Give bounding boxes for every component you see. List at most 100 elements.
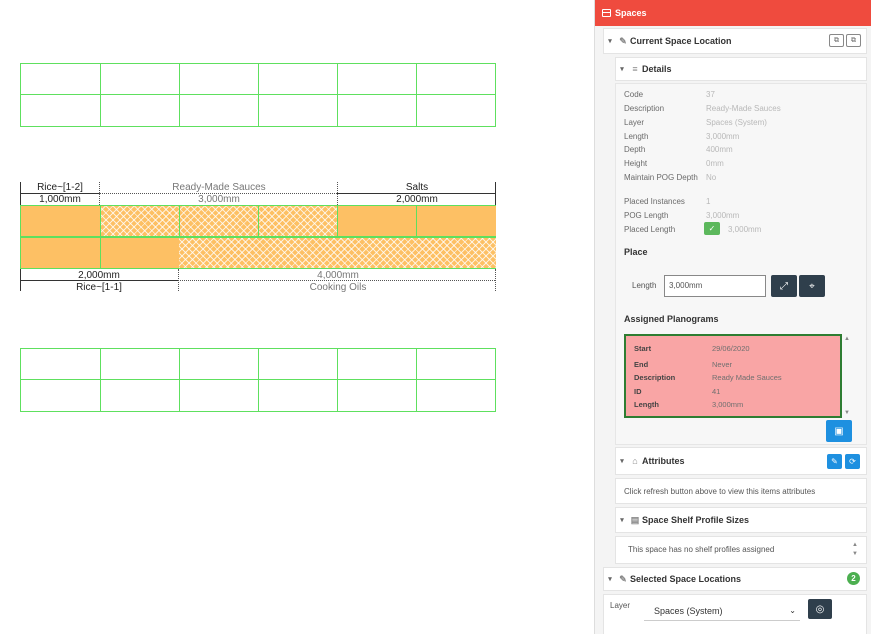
empty-bay-top[interactable] bbox=[20, 63, 496, 127]
assigned-value: Ready Made Sauces bbox=[712, 373, 782, 382]
section-title: Details bbox=[642, 64, 672, 74]
image-remove-icon[interactable]: ⧉ bbox=[846, 34, 861, 47]
shelf-profile-message: This space has no shelf profiles assigne… bbox=[628, 545, 775, 554]
empty-bay-bottom[interactable] bbox=[20, 348, 496, 412]
refresh-icon: ⟳ bbox=[849, 457, 856, 466]
assigned-value: 41 bbox=[712, 387, 721, 396]
collapse-caret-icon[interactable]: ▾ bbox=[620, 66, 624, 73]
product-salts[interactable] bbox=[338, 206, 496, 236]
assigned-label: End bbox=[634, 360, 649, 369]
chevron-down-icon: ⌄ bbox=[789, 606, 796, 615]
assigned-label: Description bbox=[634, 373, 676, 382]
target-icon: ◎ bbox=[815, 603, 825, 615]
detail-label: Depth bbox=[624, 145, 646, 154]
place-tool-button[interactable]: ⌖ bbox=[799, 275, 825, 297]
detail-label: Height bbox=[624, 159, 648, 168]
edit-attributes-button[interactable]: ✎ bbox=[827, 454, 842, 469]
assigned-value: Never bbox=[712, 360, 733, 369]
layer-box: Layer Spaces (System) ⌄ ◎ bbox=[603, 594, 867, 634]
length-rice-upper: 1,000mm bbox=[39, 194, 81, 205]
detail-value: Ready-Made Sauces bbox=[706, 104, 781, 113]
spaces-icon bbox=[602, 9, 611, 17]
document-icon: ▤ bbox=[630, 514, 640, 525]
scroll-up-icon[interactable]: ▲ bbox=[844, 336, 850, 342]
detail-value: 1 bbox=[706, 197, 711, 206]
details-section[interactable]: ▾ ≡ Details bbox=[615, 57, 867, 81]
place-title: Place bbox=[624, 247, 648, 257]
resize-icon: ⤢ bbox=[780, 280, 788, 292]
assigned-value: 3,000mm bbox=[712, 400, 744, 409]
current-space-location-section[interactable]: ▾ ✎ Current Space Location ⧉ ⧉ bbox=[603, 28, 867, 54]
shelf-upper[interactable] bbox=[20, 205, 496, 237]
detail-label: Maintain POG Depth bbox=[624, 173, 698, 182]
collapse-caret-icon[interactable]: ▾ bbox=[608, 576, 612, 583]
planogram-bay[interactable]: Rice~[1-2] Ready-Made Sauces Salts 1,000… bbox=[20, 180, 496, 295]
list-icon: ≡ bbox=[632, 64, 638, 74]
collapse-caret-icon[interactable]: ▾ bbox=[620, 458, 624, 465]
shelf-profile-section[interactable]: ▾ ▤ Space Shelf Profile Sizes bbox=[615, 507, 867, 533]
section-title: Current Space Location bbox=[630, 36, 732, 46]
attributes-section[interactable]: ▾ ⌂ Attributes ✎ ⟳ bbox=[615, 447, 867, 475]
detail-value: 3,000mm bbox=[706, 211, 740, 220]
resize-button[interactable]: ⤢ bbox=[771, 275, 797, 297]
layer-label: Layer bbox=[610, 601, 631, 610]
scroll-down-icon[interactable]: ▼ bbox=[844, 410, 850, 416]
panel-header: Spaces bbox=[595, 0, 871, 26]
detail-label: POG Length bbox=[624, 211, 669, 220]
detail-label: Description bbox=[624, 104, 665, 113]
planogram-image-button[interactable]: ▣ bbox=[826, 420, 852, 442]
length-label: Length bbox=[632, 281, 657, 290]
detail-label: Placed Instances bbox=[624, 197, 685, 206]
assigned-label: Start bbox=[634, 344, 652, 353]
shelf-profile-message-box: This space has no shelf profiles assigne… bbox=[615, 536, 867, 564]
placed-check-icon: ✓ bbox=[704, 222, 720, 235]
space-label-salts: Salts bbox=[405, 182, 429, 193]
assigned-value: 29/06/2020 bbox=[712, 344, 750, 353]
product-ready-made-sauces[interactable] bbox=[100, 206, 338, 236]
space-label-ready-made: Ready-Made Sauces bbox=[172, 182, 266, 193]
attributes-message-box: Click refresh button above to view this … bbox=[615, 478, 867, 504]
length-ready-made: 3,000mm bbox=[198, 194, 240, 205]
detail-value: 0mm bbox=[706, 159, 724, 168]
assigned-label: ID bbox=[634, 387, 642, 396]
stepper-icon[interactable]: ▲ ▼ bbox=[852, 542, 858, 557]
collapse-caret-icon[interactable]: ▾ bbox=[608, 38, 612, 45]
tag-icon: ⌂ bbox=[632, 456, 638, 466]
assigned-planograms-title: Assigned Planograms bbox=[624, 314, 719, 324]
details-body: Code 37 Description Ready-Made Sauces La… bbox=[615, 83, 867, 445]
detail-value: 3,000mm bbox=[728, 225, 762, 234]
shelf-lower[interactable] bbox=[20, 237, 496, 269]
pencil-icon: ✎ bbox=[619, 573, 627, 584]
image-icon: ▣ bbox=[834, 425, 844, 437]
detail-label: Length bbox=[624, 132, 649, 141]
detail-label: Code bbox=[624, 90, 644, 99]
planogram-canvas[interactable]: Rice~[1-2] Ready-Made Sauces Salts 1,000… bbox=[0, 0, 590, 634]
panel-title: Spaces bbox=[615, 8, 647, 18]
detail-value: 400mm bbox=[706, 145, 733, 154]
length-cooking-oils: 4,000mm bbox=[317, 270, 359, 281]
product-cooking-oils[interactable] bbox=[179, 238, 496, 268]
spaces-panel: Spaces ▾ ✎ Current Space Location ⧉ ⧉ ▾ … bbox=[594, 0, 871, 634]
selected-space-locations-section[interactable]: ▾ ✎ Selected Space Locations 2 bbox=[603, 567, 867, 591]
selected-count-badge: 2 bbox=[847, 572, 860, 585]
space-label-cooking-oils: Cooking Oils bbox=[309, 282, 367, 293]
product-rice-upper[interactable] bbox=[21, 206, 100, 236]
pencil-icon: ✎ bbox=[619, 35, 627, 46]
section-title: Space Shelf Profile Sizes bbox=[642, 515, 750, 525]
image-edit-icon[interactable]: ⧉ bbox=[829, 34, 844, 47]
edit-icon: ✎ bbox=[831, 457, 838, 466]
refresh-attributes-button[interactable]: ⟳ bbox=[845, 454, 860, 469]
length-rice-lower: 2,000mm bbox=[78, 270, 120, 281]
length-input[interactable]: 3,000mm bbox=[664, 275, 766, 297]
detail-label: Layer bbox=[624, 118, 645, 127]
section-title: Selected Space Locations bbox=[630, 574, 742, 584]
detail-label: Placed Length bbox=[624, 225, 676, 234]
layer-settings-button[interactable]: ◎ bbox=[808, 599, 832, 619]
layer-select[interactable]: Spaces (System) ⌄ bbox=[644, 601, 800, 621]
assigned-planogram-card[interactable]: Start 29/06/2020 End Never Description R… bbox=[624, 334, 842, 418]
length-salts: 2,000mm bbox=[396, 194, 438, 205]
detail-value: No bbox=[706, 173, 717, 182]
space-label-rice-lower: Rice~[1-1] bbox=[76, 282, 122, 293]
collapse-caret-icon[interactable]: ▾ bbox=[620, 517, 624, 524]
assigned-label: Length bbox=[634, 400, 659, 409]
